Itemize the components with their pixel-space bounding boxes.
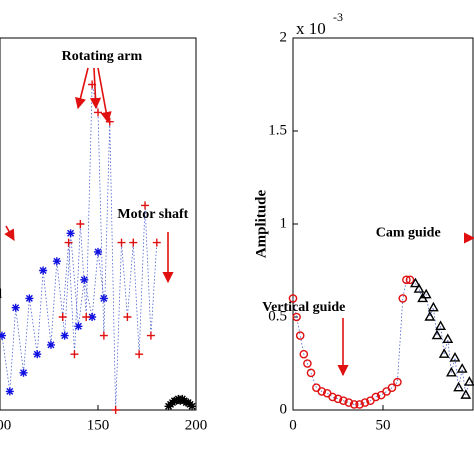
- point: [25, 294, 34, 303]
- point: [405, 275, 415, 285]
- x-tick-label: 100: [0, 417, 11, 433]
- point: [464, 376, 474, 386]
- point: [146, 331, 155, 340]
- series-line: [292, 279, 410, 405]
- point: [410, 277, 421, 288]
- arrow: [97, 67, 112, 124]
- point: [46, 340, 55, 349]
- point: [99, 294, 108, 303]
- point: [453, 381, 464, 392]
- point: [152, 238, 161, 247]
- point: [74, 322, 83, 331]
- axis-exponent: -3: [333, 10, 343, 24]
- point: [295, 331, 305, 340]
- point: [428, 301, 439, 312]
- point: [60, 331, 69, 340]
- point: [349, 400, 359, 409]
- series-line: [62, 84, 158, 411]
- x-tick-label: 150: [87, 417, 110, 433]
- point: [94, 108, 102, 117]
- point: [88, 313, 97, 321]
- annotation: Cam guide: [376, 226, 441, 241]
- point: [39, 266, 48, 275]
- y-axis-label: Amplitude: [253, 189, 269, 258]
- point: [80, 275, 89, 284]
- point: [360, 398, 370, 407]
- annotation: l: [0, 287, 2, 302]
- point: [303, 359, 312, 368]
- annotation: Vertical guide: [262, 300, 345, 315]
- point: [446, 366, 457, 377]
- point: [52, 257, 61, 266]
- point: [70, 350, 79, 359]
- point: [64, 238, 73, 247]
- point: [387, 383, 397, 392]
- x-tick-label: 0: [289, 417, 297, 433]
- arrow: [4, 225, 15, 241]
- arrow: [89, 67, 102, 110]
- point: [141, 201, 150, 210]
- x-tick-label: 200: [185, 417, 208, 433]
- point: [299, 349, 309, 359]
- point: [431, 329, 443, 340]
- point: [188, 402, 197, 411]
- point: [288, 294, 298, 303]
- series-line: [415, 283, 470, 396]
- point: [449, 351, 461, 362]
- axis-multiplier: x 10: [296, 19, 326, 38]
- point: [19, 368, 28, 377]
- point: [58, 313, 67, 321]
- point: [355, 400, 364, 409]
- annotation: Motor shaft: [117, 207, 188, 222]
- point: [442, 333, 454, 344]
- point: [82, 313, 91, 321]
- point: [402, 275, 411, 285]
- x-tick-label: 50: [376, 417, 391, 433]
- point: [328, 392, 337, 402]
- point: [66, 229, 75, 238]
- point: [393, 377, 402, 387]
- point: [371, 392, 381, 402]
- point: [344, 398, 354, 407]
- point: [292, 312, 301, 322]
- point: [33, 350, 42, 359]
- point: [117, 238, 126, 247]
- point: [435, 320, 446, 330]
- point: [111, 406, 120, 414]
- point: [306, 368, 316, 378]
- point: [129, 238, 138, 247]
- point: [339, 396, 348, 406]
- point: [413, 283, 425, 293]
- point: [420, 288, 432, 299]
- y-tick-label: 1.5: [268, 122, 287, 138]
- y-tick-label: 1: [280, 215, 288, 231]
- point: [135, 350, 144, 359]
- point: [317, 387, 327, 396]
- point: [333, 394, 343, 404]
- point: [0, 331, 6, 340]
- annotation: Rotating arm: [62, 49, 143, 64]
- point: [456, 363, 468, 373]
- point: [94, 247, 102, 256]
- y-tick-label: 0.5: [268, 308, 287, 324]
- plot-frame: [0, 37, 197, 411]
- point: [460, 389, 472, 399]
- point: [438, 348, 450, 358]
- point: [123, 313, 132, 321]
- point: [99, 331, 108, 340]
- point: [76, 220, 85, 228]
- y-tick-label: 0: [280, 401, 288, 417]
- point: [5, 387, 14, 396]
- y-tick-label: 2: [280, 29, 288, 45]
- point: [424, 311, 436, 321]
- arrow: [75, 67, 89, 110]
- point: [398, 294, 408, 303]
- series-line: [1, 233, 105, 392]
- point: [11, 303, 20, 312]
